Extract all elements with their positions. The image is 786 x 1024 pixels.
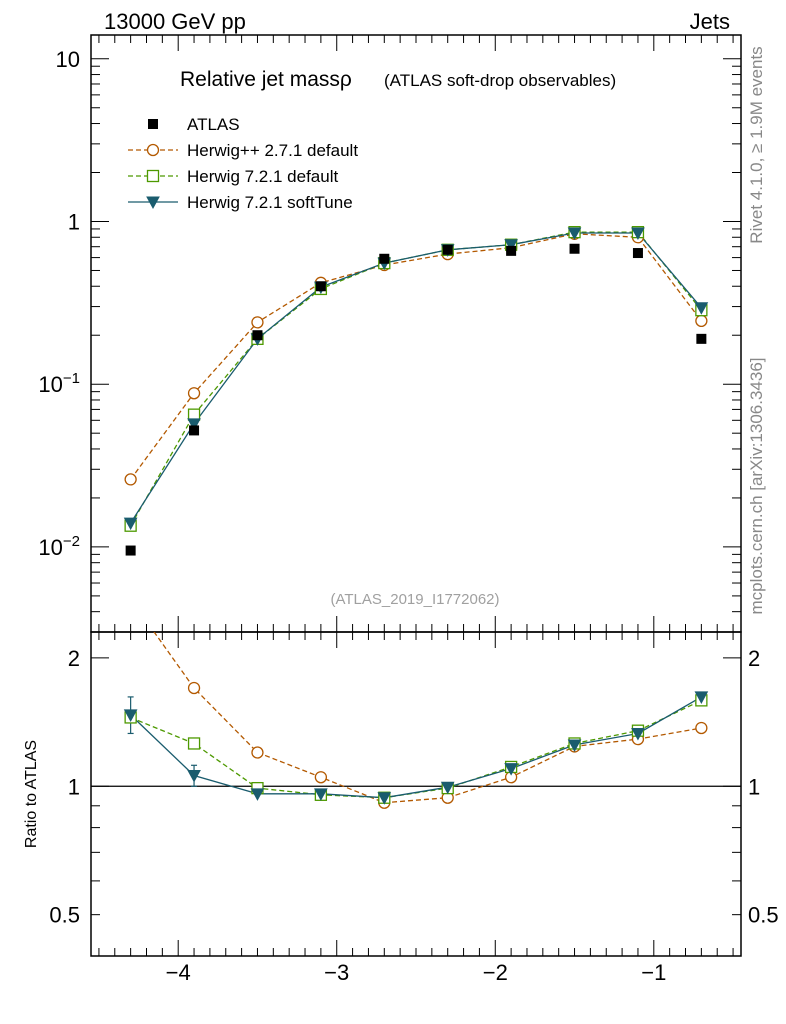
main-point-s2: [694, 302, 709, 315]
main-markers: [123, 225, 709, 556]
main-point-s2: [504, 239, 518, 252]
chart-subtitle: (ATLAS soft-drop observables): [384, 71, 616, 90]
ratio-ylabel: Ratio to ATLAS: [23, 740, 40, 848]
ratio-markers: [123, 681, 709, 809]
x-tick-label: −4: [166, 960, 191, 985]
legend-marker-1: [146, 169, 160, 183]
main-y-tick-label: 10−1: [38, 370, 80, 397]
ratio-point-s2: [314, 788, 328, 801]
legend-atlas-marker: [148, 119, 158, 129]
site-label: mcplots.cern.ch [arXiv:1306.3436]: [747, 357, 766, 614]
legend-label-2: Herwig 7.2.1 softTune: [187, 193, 353, 212]
atlas-data-point: [379, 253, 390, 264]
main-point-s0: [251, 316, 264, 329]
ratio-point-s2: [187, 769, 201, 783]
x-tick-labels: −4 −3 −2 −1: [166, 960, 667, 985]
main-point-s2: [187, 418, 201, 431]
ratio-point-s0: [314, 771, 328, 784]
header-left: 13000 GeV pp: [104, 9, 246, 34]
ratio-series-line-0: [153, 632, 702, 804]
legend-atlas-label: ATLAS: [187, 115, 240, 134]
legend-label-1: Herwig 7.2.1 default: [187, 167, 338, 186]
analysis-id: (ATLAS_2019_I1772062): [330, 591, 499, 608]
ratio-point-s2: [694, 691, 709, 704]
ratio-y-tick-label: 1: [68, 774, 80, 799]
ratio-point-s0: [187, 681, 201, 695]
ratio-point-s2: [504, 763, 518, 776]
ratio-point-s2: [440, 781, 455, 795]
x-tick-label: −3: [324, 960, 349, 985]
main-point-s2: [631, 227, 645, 241]
main-y-tick-label: 10: [56, 47, 80, 72]
x-tick-label: −2: [483, 960, 508, 985]
atlas-data-point: [125, 545, 136, 556]
ratio-point-s2: [250, 788, 265, 801]
ratio-point-s2: [631, 727, 645, 741]
main-point-s0: [695, 314, 708, 328]
main-y-ticks: 10 1 10−1 10−2: [38, 47, 741, 633]
ratio-series-line-2: [130, 696, 702, 799]
main-series-line-0: [130, 233, 702, 480]
main-point-s0: [124, 473, 137, 486]
atlas-data-point: [315, 281, 326, 292]
main-point-s0: [187, 387, 201, 400]
ratio-panel: 2 2 1 1 0.5 0.5 Ratio to ATLAS: [23, 631, 779, 957]
ratio-x-ticks: [98, 632, 734, 956]
ratio-y-tick-label-right: 0.5: [748, 903, 779, 928]
main-series-lines: [130, 231, 702, 527]
ratio-point-s0: [695, 721, 708, 735]
ratio-point-s0: [251, 746, 264, 759]
ratio-y-tick-label: 2: [68, 646, 80, 671]
main-series-line-2: [130, 232, 702, 524]
legend: ATLAS Herwig++ 2.7.1 default Herwig 7.2.1 …: [128, 115, 358, 212]
main-y-tick-label: 1: [68, 209, 80, 234]
ratio-point-s1: [187, 737, 201, 750]
atlas-data-point: [569, 243, 580, 254]
legend-marker-2: [146, 196, 160, 210]
main-point-s2: [123, 517, 138, 531]
legend-label-0: Herwig++ 2.7.1 default: [187, 141, 358, 160]
ratio-point-s2: [123, 709, 138, 722]
x-tick-label: −1: [641, 960, 666, 985]
atlas-data-point: [442, 244, 453, 255]
rivet-label: Rivet 4.1.0, ≥ 1.9M events: [747, 46, 766, 243]
atlas-data-point: [696, 333, 707, 344]
ratio-series-line-1: [130, 699, 702, 799]
ratio-point-s2: [567, 739, 582, 752]
ratio-series-lines: [130, 632, 702, 804]
atlas-data-point: [632, 248, 643, 259]
ratio-y-tick-label: 0.5: [49, 903, 80, 928]
atlas-data-point: [506, 245, 517, 256]
header-right: Jets: [690, 9, 730, 34]
main-point-s2: [567, 227, 582, 241]
ratio-y-tick-label-right: 2: [748, 646, 760, 671]
ratio-y-ticks: 2 2 1 1 0.5 0.5: [49, 646, 779, 957]
main-x-ticks: [98, 35, 734, 632]
atlas-data-point: [252, 330, 263, 341]
main-y-tick-label: 10−2: [38, 533, 80, 560]
atlas-data-point: [189, 425, 200, 436]
ratio-y-tick-label-right: 1: [748, 774, 760, 799]
main-panel: 10 1 10−1 10−2 Relative jet massρ (ATLAS so…: [38, 34, 742, 633]
main-series-line-1: [130, 231, 702, 527]
legend-marker-0: [146, 143, 160, 157]
chart-title: Relative jet massρ: [180, 68, 352, 91]
ratio-point-s2: [377, 792, 392, 805]
